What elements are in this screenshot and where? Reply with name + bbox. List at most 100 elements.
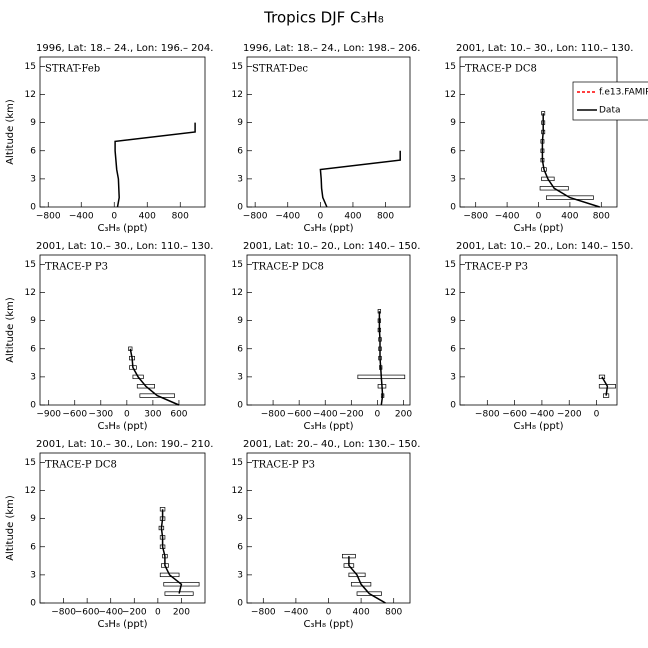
x-tick-label: −400 [313,410,338,420]
y-tick-label: 15 [232,62,243,72]
x-tick-label: 800 [172,212,189,222]
y-tick-label: 9 [237,316,243,326]
error-bar [139,393,175,398]
x-tick-label: −600 [287,410,312,420]
y-tick-label: 3 [30,570,36,580]
x-tick-label: 200 [173,608,190,618]
x-tick-label: 400 [139,212,156,222]
error-bar [539,186,569,191]
y-tick-label: 3 [237,570,243,580]
annotation: TRACE-P P3 [45,262,108,273]
panel-title: 1996, Lat: 18.– 24., Lon: 198.– 206. [243,43,420,54]
y-tick-label: 12 [445,90,456,100]
plot-frame [39,452,206,604]
y-tick-label: 15 [232,458,243,468]
y-axis-label: Altitude (km) [5,495,16,561]
x-tick-label: 0 [326,608,332,618]
x-tick-label: −800 [36,212,61,222]
x-tick-label: 800 [377,212,394,222]
x-tick-label: 0 [111,212,117,222]
y-tick-label: 9 [30,316,36,326]
x-tick-label: 200 [395,410,412,420]
x-tick-label: −600 [75,608,100,618]
data-line [160,509,183,594]
plot-frame [246,56,411,208]
panel-title: 2001, Lat: 10.– 30., Lon: 110.– 130. [456,43,633,54]
annotation: STRAT-Feb [45,64,100,75]
annotation: TRACE-P DC8 [45,460,117,471]
x-tick-label: −800 [251,608,276,618]
x-tick-label: −800 [475,410,500,420]
x-tick-label: 0 [155,608,161,618]
y-tick-label: 15 [25,62,36,72]
data-line [541,113,600,208]
data-line [601,376,609,396]
y-tick-label: 6 [237,146,243,156]
y-tick-label: 9 [237,118,243,128]
y-tick-label: 3 [30,372,36,382]
y-tick-label: 12 [25,90,36,100]
y-axis-label: Altitude (km) [5,297,16,363]
y-tick-label: 12 [232,288,243,298]
x-tick-label: 800 [385,608,402,618]
chart-title: Tropics DJF C₃H₈ [263,9,384,27]
x-tick-label: 300 [144,410,161,420]
legend-label: Data [599,106,621,116]
x-axis-label: C₃H₈ (ppt) [303,619,353,630]
x-tick-label: −400 [284,608,309,618]
x-tick-label: 400 [344,212,361,222]
panel-title: 2001, Lat: 10.– 20., Lon: 140.– 150. [243,241,420,252]
y-tick-label: 6 [450,344,456,354]
x-tick-label: −600 [62,410,87,420]
x-tick-label: 400 [353,608,370,618]
y-tick-label: 12 [445,288,456,298]
plot-frame [246,452,411,604]
y-tick-label: 9 [237,514,243,524]
x-tick-label: −800 [463,212,488,222]
y-tick-label: 15 [25,260,36,270]
y-tick-label: 9 [450,118,456,128]
x-tick-label: 0 [536,212,542,222]
x-tick-label: −400 [530,410,555,420]
error-bar [356,591,382,596]
legend-box [572,81,648,121]
y-tick-label: 0 [30,203,36,213]
annotation: TRACE-P DC8 [465,64,537,75]
panel-title: 2001, Lat: 10.– 30., Lon: 190.– 210. [36,439,213,450]
y-tick-label: 12 [25,486,36,496]
panel-title: 2001, Lat: 10.– 30., Lon: 110.– 130. [36,241,213,252]
y-tick-label: 6 [237,542,243,552]
x-tick-label: −800 [261,410,286,420]
x-tick-label: 400 [561,212,578,222]
y-tick-label: 12 [232,486,243,496]
data-line [114,122,196,208]
x-axis-label: C₃H₈ (ppt) [303,421,353,432]
y-tick-label: 3 [30,174,36,184]
legend-label: f.e13.FAMIP.ne120_ne12 [599,88,648,98]
x-tick-label: −200 [122,608,147,618]
y-tick-label: 0 [30,599,36,609]
y-tick-label: 3 [237,372,243,382]
y-tick-label: 15 [445,260,456,270]
x-tick-label: −800 [243,212,268,222]
y-tick-label: 0 [30,401,36,411]
plot-frame [39,56,206,208]
x-tick-label: −400 [69,212,94,222]
x-axis-label: C₃H₈ (ppt) [97,421,147,432]
x-tick-label: 0 [375,410,381,420]
data-line [378,311,384,406]
error-bar [598,374,606,380]
y-tick-label: 6 [30,146,36,156]
y-tick-label: 6 [30,344,36,354]
x-tick-label: −300 [88,410,113,420]
y-tick-label: 3 [450,372,456,382]
y-tick-label: 6 [30,542,36,552]
error-bar [132,374,144,380]
x-axis-label: C₃H₈ (ppt) [513,223,563,234]
data-line [348,556,386,604]
y-tick-label: 12 [232,90,243,100]
plot-frame [459,56,618,208]
x-tick-label: −800 [51,608,76,618]
y-tick-label: 15 [25,458,36,468]
